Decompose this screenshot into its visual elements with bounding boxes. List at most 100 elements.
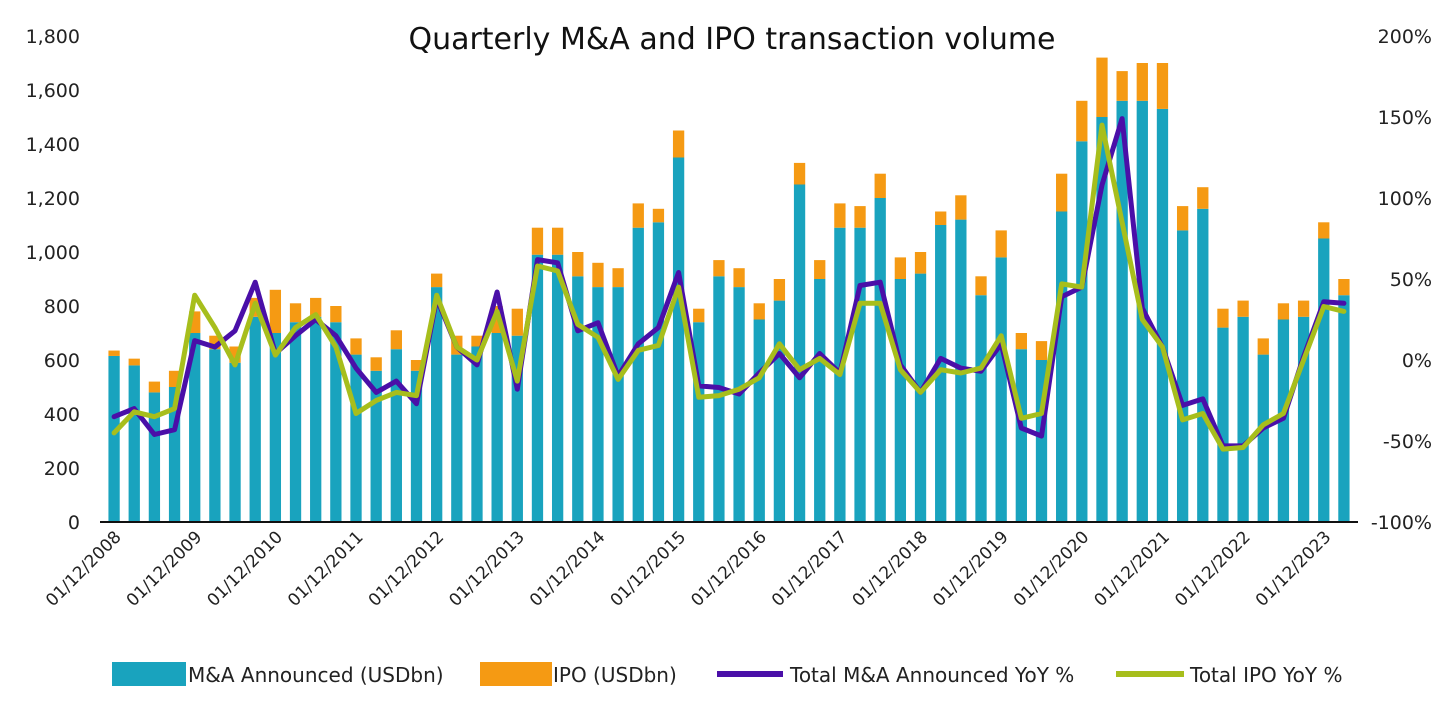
bar-ipo	[531, 227, 544, 255]
bar-ma	[572, 276, 584, 522]
bar-ipo	[793, 162, 806, 185]
bar-ma	[1056, 211, 1068, 522]
bar-ma	[894, 279, 907, 522]
bar-ma	[652, 222, 665, 523]
bar-ipo	[1237, 300, 1249, 317]
y-tick-label: 1,200	[26, 188, 80, 210]
x-tick-label: 01/12/2023	[1252, 527, 1335, 610]
bar-ma	[1076, 141, 1088, 523]
bar-ipo	[894, 257, 907, 279]
x-tick-label: 01/12/2021	[1091, 527, 1174, 610]
x-tick-label: 01/12/2022	[1171, 527, 1254, 610]
bar-ipo	[592, 262, 604, 288]
bar-ipo	[108, 350, 120, 356]
y2-tick-label: -100%	[1371, 512, 1432, 534]
y2-tick-label: 200%	[1378, 26, 1432, 48]
y-tick-label: 1,000	[26, 242, 80, 264]
bar-ma	[975, 295, 987, 522]
bar-ipo	[511, 308, 523, 336]
y2-tick-label: 100%	[1378, 188, 1432, 210]
bar-ipo	[128, 358, 140, 366]
bar-ipo	[814, 260, 826, 279]
chart-title: Quarterly M&A and IPO transaction volume	[408, 22, 1055, 57]
x-tick-label: 01/12/2010	[203, 527, 286, 610]
bar-ma	[612, 287, 624, 522]
bar-ma	[592, 287, 604, 522]
bar-ipo	[209, 335, 221, 350]
bar-ipo	[289, 303, 302, 323]
bar-ipo	[1076, 100, 1088, 142]
bar-ipo	[713, 260, 725, 277]
x-tick-label: 01/12/2018	[849, 527, 932, 610]
x-tick-label: 01/12/2011	[284, 527, 367, 610]
lines-layer	[111, 116, 1347, 452]
bar-ma	[491, 333, 503, 522]
x-tick-label: 01/12/2016	[687, 527, 770, 610]
y-axis-right: -100% -50% 0% 50% 100% 150% 200%	[1371, 26, 1432, 534]
legend-label-ipo-yoy: Total IPO YoY %	[1189, 663, 1343, 687]
y-tick-label: 800	[44, 296, 80, 318]
bar-ipo	[632, 203, 644, 228]
legend-swatch-ma	[112, 662, 186, 686]
bar-ma	[1318, 238, 1330, 522]
bar-ipo	[1056, 173, 1068, 212]
bar-ma	[209, 349, 221, 522]
bar-ma	[713, 276, 725, 522]
bar-ipo	[269, 289, 282, 333]
bar-ipo	[1297, 300, 1310, 317]
bar-ipo	[1277, 303, 1290, 320]
bar-ipo	[1197, 187, 1209, 209]
bar-ma	[1217, 327, 1229, 522]
bar-ipo	[1318, 222, 1330, 239]
bar-ipo	[773, 279, 786, 301]
x-tick-label: 01/12/2013	[445, 527, 528, 610]
y-axis-left: 0 200 400 600 800 1,000 1,200 1,400 1,600 1,800	[26, 26, 80, 534]
bar-ipo	[168, 370, 181, 387]
legend-label-ma-yoy: Total M&A Announced YoY %	[789, 663, 1074, 687]
x-tick-label: 01/12/2012	[365, 527, 448, 610]
bar-ipo	[370, 357, 382, 371]
bar-ipo	[148, 381, 161, 393]
x-tick-label: 01/12/2019	[929, 527, 1012, 610]
bar-ma	[1096, 117, 1108, 522]
bar-ma	[249, 316, 261, 522]
legend-label-ipo: IPO (USDbn)	[553, 663, 677, 687]
bar-ma	[471, 346, 483, 522]
bar-ipo	[551, 227, 564, 255]
bar-ma	[995, 257, 1007, 522]
bar-ipo	[874, 173, 886, 198]
bar-ma	[390, 349, 402, 522]
bar-ma	[773, 300, 786, 522]
y2-tick-label: 0%	[1402, 350, 1432, 372]
legend-swatch-ipo	[480, 662, 552, 686]
y-tick-label: 1,800	[26, 26, 80, 48]
bar-ipo	[1035, 341, 1048, 360]
bar-ma	[229, 362, 241, 522]
x-tick-label: 01/12/2015	[607, 527, 690, 610]
bar-ma	[370, 370, 382, 522]
bar-ma	[814, 279, 826, 522]
bar-ipo	[1217, 308, 1229, 328]
legend-label-ma: M&A Announced (USDbn)	[188, 663, 444, 687]
bar-ma	[733, 287, 745, 522]
bar-ma	[310, 316, 322, 522]
bar-ipo	[693, 308, 705, 323]
bar-ipo	[652, 208, 665, 223]
bar-ma	[1015, 349, 1027, 522]
y-tick-label: 1,400	[26, 134, 80, 156]
bar-ipo	[753, 303, 765, 320]
bar-ma	[189, 333, 201, 522]
y-tick-label: 400	[44, 404, 80, 426]
x-tick-label: 01/12/2009	[123, 527, 206, 610]
bar-ipo	[410, 360, 423, 371]
bar-ma	[551, 254, 564, 522]
bar-ma	[1297, 316, 1310, 522]
bar-ma	[914, 273, 927, 522]
line-ipo-yoy	[111, 122, 1347, 452]
bar-ipo	[189, 311, 201, 333]
bar-ma	[672, 157, 685, 522]
bar-ipo	[330, 306, 342, 323]
bar-ma	[1197, 208, 1209, 523]
bar-ipo	[995, 230, 1007, 258]
x-axis: 01/12/200801/12/200901/12/201001/12/2011…	[42, 527, 1335, 610]
